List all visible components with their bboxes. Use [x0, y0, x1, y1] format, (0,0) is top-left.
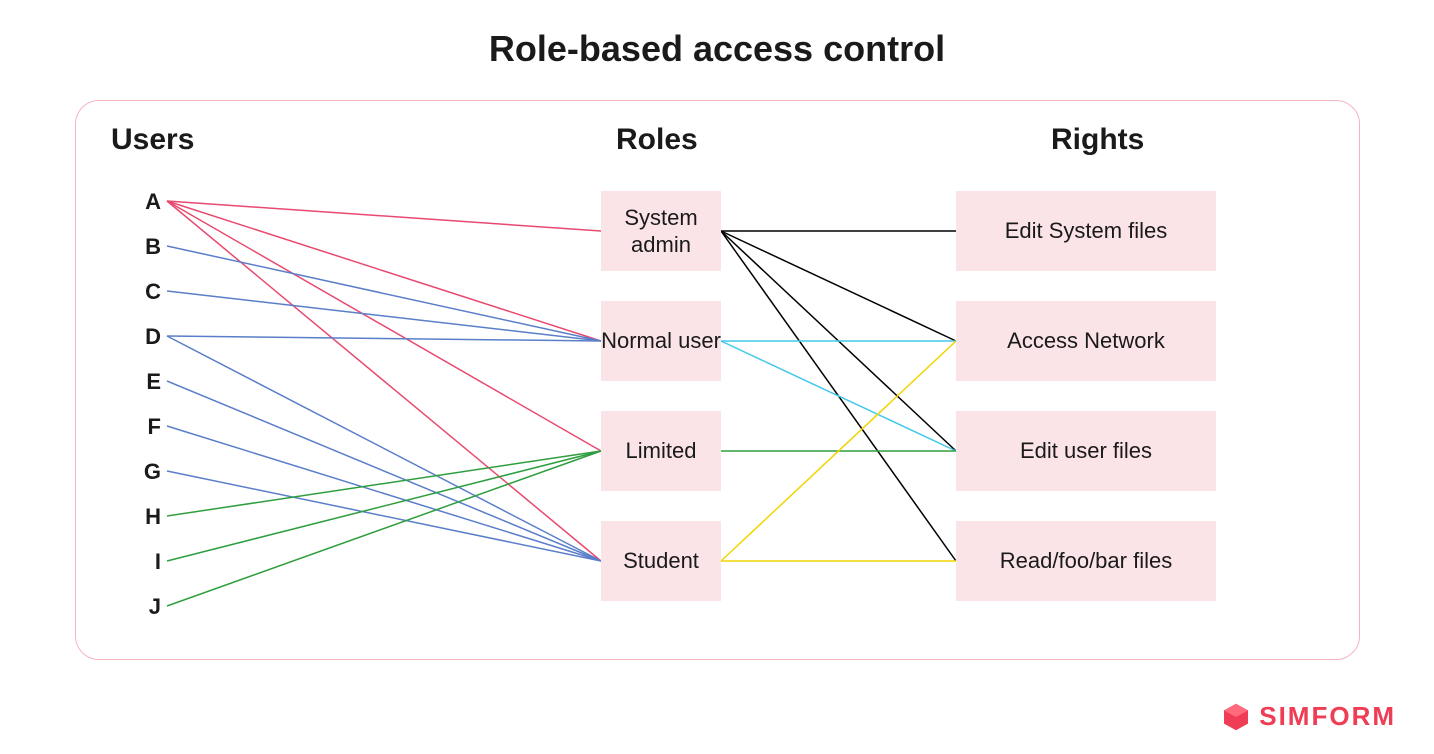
role-box: Student	[601, 521, 721, 601]
role-box: Normal user	[601, 301, 721, 381]
user-label: D	[131, 324, 161, 350]
role-box: System admin	[601, 191, 721, 271]
user-label: G	[131, 459, 161, 485]
diagram-title: Role-based access control	[0, 0, 1434, 88]
column-header-rights: Rights	[1051, 123, 1144, 157]
right-box: Edit System files	[956, 191, 1216, 271]
brand-logo: SIMFORM	[1221, 701, 1396, 732]
user-label: I	[131, 549, 161, 575]
user-label: C	[131, 279, 161, 305]
user-label: J	[131, 594, 161, 620]
user-label: F	[131, 414, 161, 440]
column-header-users: Users	[111, 123, 194, 157]
role-box: Limited	[601, 411, 721, 491]
user-label: E	[131, 369, 161, 395]
brand-icon	[1221, 702, 1251, 732]
diagram-panel: Users Roles Rights ABCDEFGHIJ System admi…	[75, 100, 1360, 660]
user-label: H	[131, 504, 161, 530]
brand-name: SIMFORM	[1259, 701, 1396, 732]
right-box: Edit user files	[956, 411, 1216, 491]
user-label: B	[131, 234, 161, 260]
right-box: Access Network	[956, 301, 1216, 381]
column-header-roles: Roles	[616, 123, 698, 157]
right-box: Read/foo/bar files	[956, 521, 1216, 601]
user-label: A	[131, 189, 161, 215]
